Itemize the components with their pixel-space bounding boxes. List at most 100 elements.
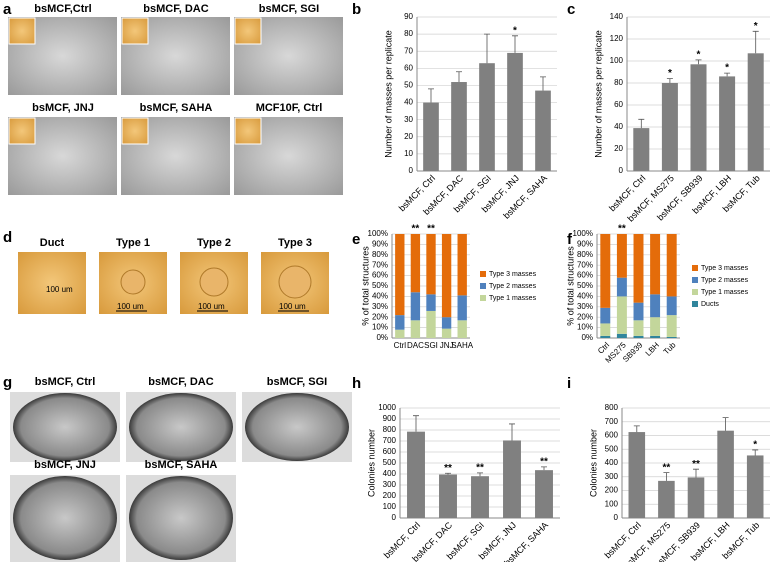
x-tick-label: Tub xyxy=(662,340,678,356)
y-tick-label: 80% xyxy=(577,250,593,259)
y-tick-label: 60 xyxy=(404,63,413,72)
y-tick-label: 200 xyxy=(383,491,397,500)
significance-mark: * xyxy=(513,25,517,36)
y-tick-label: 80 xyxy=(404,29,413,38)
bar-segment xyxy=(650,317,661,336)
y-tick-label: 100 xyxy=(610,56,624,65)
y-tick-label: 600 xyxy=(383,447,397,456)
y-tick-label: 10% xyxy=(372,323,388,332)
bar-segment xyxy=(426,310,436,338)
y-axis-label: Colonies number xyxy=(366,429,376,497)
y-tick-label: 70% xyxy=(577,260,593,269)
y-tick-label: 0 xyxy=(409,166,414,175)
y-tick-label: 60% xyxy=(372,271,388,280)
bar-segment xyxy=(410,320,421,338)
image-caption: Type 2 xyxy=(197,237,231,249)
bar-segment xyxy=(600,323,611,336)
panel-label: d xyxy=(3,229,12,246)
bar-segment xyxy=(395,315,405,330)
y-tick-label: 40 xyxy=(614,122,623,131)
significance-mark: ** xyxy=(427,224,435,235)
legend-swatch xyxy=(692,265,698,271)
dish xyxy=(129,393,233,461)
error-bar xyxy=(540,76,546,91)
x-tick-label: DAC xyxy=(407,341,424,350)
legend-label: Type 2 masses xyxy=(701,277,749,284)
x-tick-label: SAHA xyxy=(451,341,473,350)
legend-swatch xyxy=(480,283,486,289)
bar-segment xyxy=(650,234,661,295)
legend-label: Type 1 masses xyxy=(489,295,537,302)
y-tick-label: 100 xyxy=(605,499,619,508)
error-bar xyxy=(752,30,759,54)
y-tick-label: 20% xyxy=(372,312,388,321)
x-tick-label: LBH xyxy=(644,340,662,358)
bar-segment xyxy=(633,302,644,321)
error-bar xyxy=(413,415,419,432)
significance-mark: * xyxy=(668,68,672,79)
y-axis-label: % of total structures xyxy=(360,246,370,326)
bar-segment xyxy=(457,295,467,321)
image-caption: bsMCF, SAHA xyxy=(145,459,218,471)
significance-mark: ** xyxy=(540,456,548,467)
panel-label: h xyxy=(352,375,361,392)
bar-segment xyxy=(666,315,677,337)
y-tick-label: 50% xyxy=(577,281,593,290)
legend-swatch xyxy=(692,277,698,283)
y-tick-label: 10% xyxy=(577,323,593,332)
y-tick-label: 0 xyxy=(392,513,397,522)
error-bar xyxy=(633,425,640,433)
y-tick-label: 100% xyxy=(573,229,593,238)
significance-mark: ** xyxy=(412,224,420,235)
y-tick-label: 0 xyxy=(614,513,619,522)
y-tick-label: 0% xyxy=(581,333,593,342)
error-bar xyxy=(693,468,699,478)
error-bar xyxy=(509,423,515,441)
bar xyxy=(746,455,764,518)
structure xyxy=(199,267,229,297)
y-tick-label: 60 xyxy=(614,100,623,109)
bar xyxy=(747,53,764,171)
panel-label: i xyxy=(567,375,571,392)
error-bar xyxy=(484,33,490,64)
error-bar xyxy=(752,449,759,456)
y-tick-label: 30% xyxy=(372,302,388,311)
bar xyxy=(658,480,675,518)
micrograph-inset xyxy=(234,117,262,145)
bar-segment xyxy=(426,234,436,295)
bar xyxy=(628,432,646,518)
error-bar xyxy=(724,72,731,77)
bar xyxy=(661,83,678,171)
bar xyxy=(535,470,553,518)
significance-mark: * xyxy=(697,50,701,61)
y-tick-label: 300 xyxy=(605,472,619,481)
micrograph-inset xyxy=(234,17,262,45)
image-caption: MCF10F, Ctrl xyxy=(256,102,323,114)
bar xyxy=(503,440,521,518)
significance-mark: * xyxy=(753,440,757,451)
panel-label: f xyxy=(567,231,573,248)
y-tick-label: 600 xyxy=(605,431,619,440)
y-tick-label: 900 xyxy=(383,414,397,423)
y-tick-label: 400 xyxy=(383,469,397,478)
image-caption: bsMCF, JNJ xyxy=(32,102,94,114)
bar-segment xyxy=(410,234,421,293)
bar xyxy=(439,474,457,518)
y-tick-label: 70 xyxy=(404,46,413,55)
y-tick-label: 20 xyxy=(614,144,623,153)
bar-segment xyxy=(600,335,611,338)
error-bar xyxy=(666,78,673,83)
micrograph-inset xyxy=(8,17,36,45)
y-tick-label: 120 xyxy=(610,34,624,43)
legend-label: Type 3 masses xyxy=(489,271,537,278)
y-tick-label: 400 xyxy=(605,458,619,467)
dish xyxy=(13,393,117,461)
y-tick-label: 700 xyxy=(605,417,619,426)
error-bar xyxy=(638,118,645,129)
bar-segment xyxy=(666,234,677,297)
panel-label: a xyxy=(3,1,12,18)
significance-mark: ** xyxy=(618,224,626,235)
error-bar xyxy=(663,472,670,481)
y-axis-label: Number of masses per replicate xyxy=(593,30,603,158)
bar xyxy=(687,477,705,518)
